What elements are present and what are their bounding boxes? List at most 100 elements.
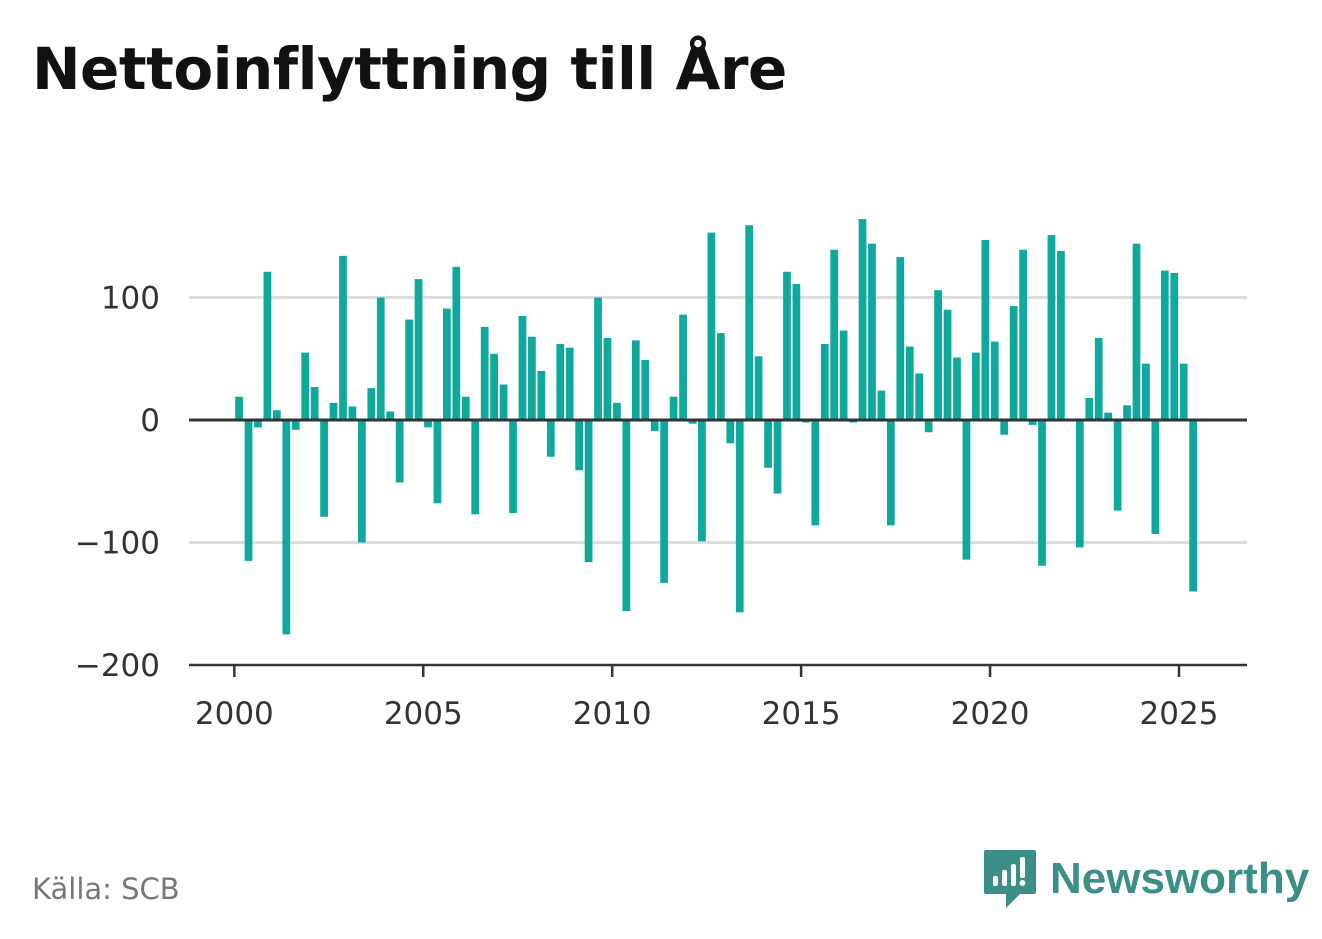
bar	[405, 319, 413, 420]
bar	[896, 257, 905, 420]
bar	[1028, 420, 1037, 425]
bar	[490, 353, 498, 420]
page-title: Nettoinflyttning till Åre	[32, 35, 787, 103]
bar	[1104, 412, 1113, 420]
y-tick-label: −100	[75, 526, 160, 562]
bar	[1160, 270, 1169, 420]
bar	[386, 411, 395, 420]
bar	[698, 420, 706, 542]
bars	[235, 219, 1198, 635]
bar	[783, 271, 791, 420]
bar	[877, 390, 886, 420]
bar	[1094, 337, 1103, 420]
bar	[310, 386, 319, 420]
bar	[924, 420, 933, 433]
bar	[669, 396, 678, 420]
bar	[688, 420, 697, 424]
bar	[811, 420, 820, 526]
bar	[357, 420, 366, 543]
x-tick-label: 2015	[762, 696, 841, 732]
bar	[254, 420, 262, 428]
bar	[1019, 249, 1027, 420]
bar	[915, 373, 924, 420]
bar	[868, 243, 876, 420]
bar	[613, 402, 621, 420]
bar	[1057, 250, 1065, 420]
bar	[830, 249, 839, 420]
bar	[1000, 420, 1009, 435]
bar	[291, 420, 300, 430]
newsworthy-logo-icon	[984, 850, 1036, 908]
bar	[792, 284, 801, 420]
bar	[962, 420, 971, 560]
bar	[820, 344, 829, 420]
y-tick-label: 100	[101, 281, 160, 317]
bar	[707, 232, 716, 420]
bar	[1075, 420, 1084, 548]
bar	[320, 420, 328, 517]
bar	[263, 271, 272, 420]
bar	[414, 279, 423, 420]
y-tick-label: −200	[75, 648, 160, 684]
bar	[1085, 397, 1094, 420]
bar	[1132, 243, 1141, 420]
bar	[518, 315, 527, 420]
tick-labels: 100 0 −100 −200 2000 2005 2010 2015 2020 2025	[75, 281, 1219, 733]
x-tick-label: 2010	[573, 696, 652, 732]
bar	[433, 420, 442, 504]
bar	[329, 402, 338, 420]
bar	[660, 420, 669, 583]
bar	[679, 314, 687, 420]
bar	[367, 388, 376, 420]
bar	[348, 406, 357, 420]
bar	[886, 420, 895, 526]
bar	[471, 420, 480, 515]
bar	[764, 420, 772, 468]
bar	[631, 340, 640, 420]
bar	[537, 371, 546, 420]
bar	[575, 420, 584, 471]
bar	[1179, 363, 1188, 420]
brand-name: Newsworthy	[1050, 854, 1310, 903]
bar	[990, 341, 999, 420]
bar	[1113, 420, 1122, 511]
x-tick-label: 2020	[951, 696, 1030, 732]
bar	[934, 290, 942, 420]
bar	[641, 359, 650, 420]
brand-logo[interactable]: Newsworthy	[982, 848, 1309, 910]
bar	[499, 384, 508, 420]
bar	[443, 308, 451, 420]
bar	[509, 420, 517, 514]
bar	[1151, 420, 1160, 534]
bar	[839, 330, 848, 420]
bar	[1038, 420, 1046, 566]
bar	[272, 410, 281, 420]
bar	[716, 333, 725, 420]
bar	[301, 352, 310, 420]
bar	[943, 309, 952, 420]
bar	[745, 225, 754, 420]
source-note: Källa: SCB	[32, 872, 180, 906]
bar	[282, 420, 291, 635]
bar	[452, 266, 461, 420]
bar	[565, 347, 574, 420]
bar	[480, 326, 489, 420]
bar	[953, 357, 961, 420]
bar	[1189, 420, 1198, 592]
bar	[858, 219, 867, 420]
bar	[905, 346, 914, 420]
bar	[556, 344, 565, 420]
bar	[546, 420, 555, 457]
bar	[235, 396, 243, 420]
axes	[189, 418, 1247, 677]
bar	[528, 336, 536, 420]
bar	[339, 255, 347, 420]
bar	[972, 352, 980, 420]
bar	[754, 356, 763, 420]
bar	[376, 297, 385, 420]
y-tick-label: 0	[140, 403, 160, 439]
bar	[1009, 306, 1018, 420]
bar	[594, 297, 602, 420]
bar	[395, 420, 404, 483]
